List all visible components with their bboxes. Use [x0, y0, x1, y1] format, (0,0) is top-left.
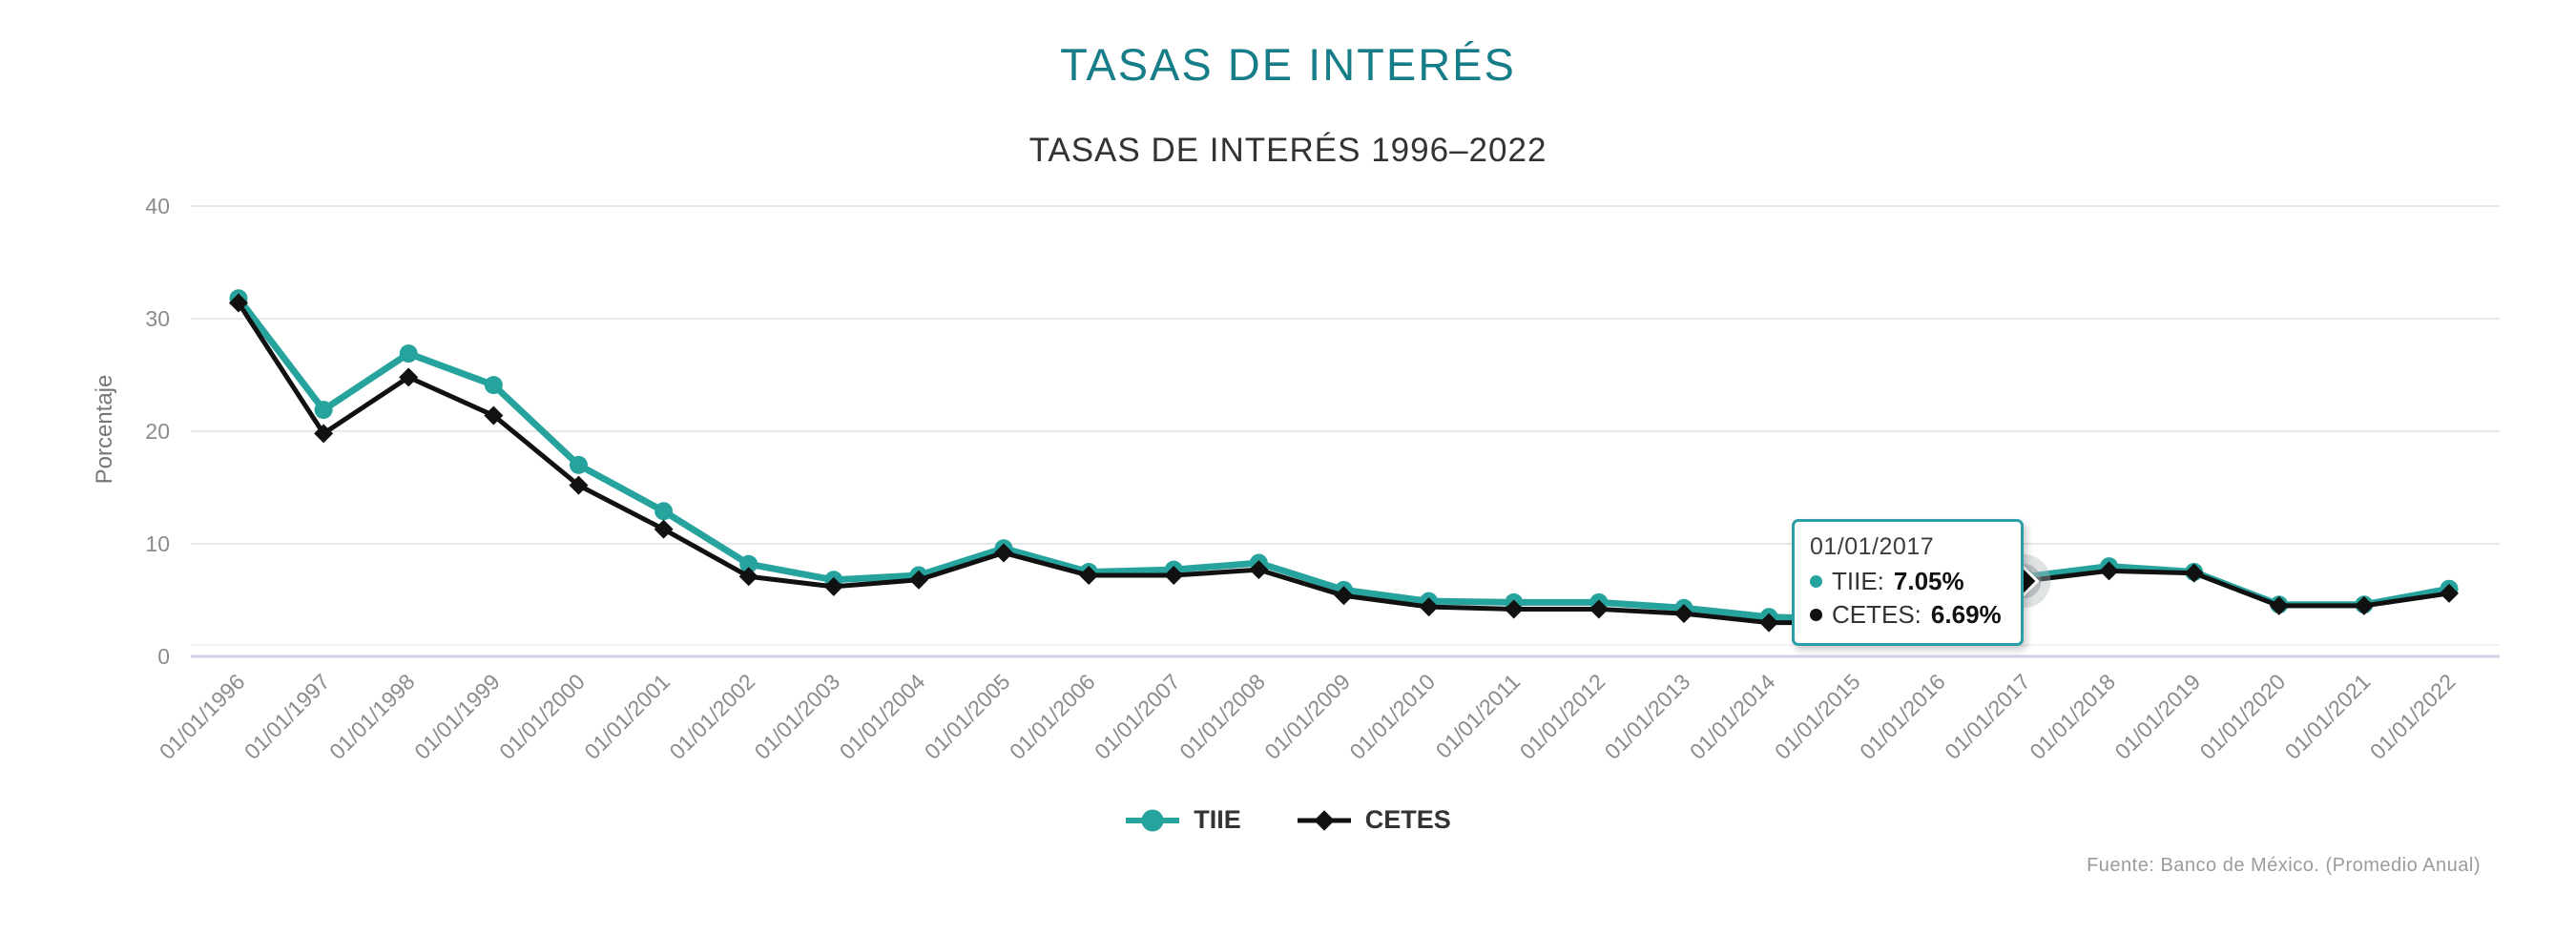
x-tick-label-2003: 01/01/2003 [750, 669, 845, 764]
y-tick-label-0: 0 [157, 644, 170, 669]
y-axis-title: Porcentaje [92, 375, 117, 485]
point-cetes-01/01/2020[interactable] [2269, 595, 2289, 615]
x-tick-label-1996: 01/01/1996 [155, 669, 250, 764]
point-cetes-01/01/2003[interactable] [823, 576, 843, 596]
point-tiie-01/01/1999[interactable] [484, 376, 503, 395]
point-cetes-01/01/2008[interactable] [1249, 560, 1269, 580]
point-cetes-01/01/2013[interactable] [1673, 604, 1693, 624]
tooltip-label-tiie: TIIE: [1832, 567, 1884, 595]
x-tick-label-2002: 01/01/2002 [664, 669, 759, 764]
point-tiie-01/01/2001[interactable] [654, 502, 674, 521]
x-tick-label-2000: 01/01/2000 [494, 669, 590, 764]
cetes-bullet-icon [1810, 609, 1822, 621]
cetes-line-marker-icon [1297, 809, 1351, 831]
tiie-bullet-icon [1810, 575, 1822, 588]
tiie-line-marker-icon [1126, 809, 1180, 831]
y-tick-label-30: 30 [145, 306, 170, 331]
point-cetes-01/01/2002[interactable] [738, 567, 758, 587]
y-tick-label-40: 40 [145, 194, 170, 218]
point-cetes-01/01/2000[interactable] [569, 475, 589, 495]
x-tick-label-2014: 01/01/2014 [1685, 669, 1780, 764]
x-tick-label-2001: 01/01/2001 [579, 669, 675, 764]
point-cetes-01/01/2014[interactable] [1759, 613, 1779, 633]
x-tick-label-2019: 01/01/2019 [2109, 669, 2205, 764]
tooltip-value-cetes: 6.69% [1930, 600, 2002, 629]
legend-label-cetes: CETES [1364, 805, 1451, 834]
source-note: Fuente: Banco de México. (Promedio Anual… [2087, 855, 2481, 876]
legend-item-tiie[interactable]: TIIE [1125, 805, 1241, 835]
data-tooltip: 01/01/2017 TIIE: 7.05% CETES: 6.69% [1792, 519, 2024, 646]
point-cetes-01/01/2005[interactable] [994, 543, 1014, 563]
x-tick-label-2005: 01/01/2005 [920, 669, 1015, 764]
point-tiie-01/01/1997[interactable] [314, 401, 333, 420]
x-tick-label-2006: 01/01/2006 [1005, 669, 1100, 764]
tooltip-row-cetes: CETES: 6.69% [1810, 600, 2002, 630]
point-cetes-01/01/1999[interactable] [484, 405, 504, 426]
point-cetes-01/01/2022[interactable] [2440, 583, 2459, 603]
chart-legend: TIIE CETES [0, 805, 2576, 835]
point-cetes-01/01/2021[interactable] [2354, 595, 2374, 615]
x-tick-label-2009: 01/01/2009 [1259, 669, 1355, 764]
y-tick-label-10: 10 [145, 531, 170, 556]
x-tick-label-2017: 01/01/2017 [1940, 669, 2035, 764]
x-tick-label-2011: 01/01/2011 [1431, 669, 1526, 763]
chart-subtitle: TASAS DE INTERÉS 1996–2022 [1028, 132, 1548, 169]
point-tiie-01/01/2000[interactable] [569, 455, 588, 474]
x-tick-label-2018: 01/01/2018 [2025, 669, 2120, 764]
point-cetes-01/01/2006[interactable] [1079, 566, 1099, 586]
point-cetes-01/01/2010[interactable] [1419, 597, 1439, 617]
point-cetes-01/01/1996[interactable] [229, 293, 248, 313]
y-tick-label-20: 20 [145, 419, 170, 444]
point-cetes-01/01/2001[interactable] [654, 519, 674, 539]
x-tick-label-1999: 01/01/1999 [409, 669, 505, 764]
x-tick-label-2012: 01/01/2012 [1515, 669, 1610, 764]
point-cetes-01/01/1997[interactable] [314, 424, 334, 444]
tooltip-row-tiie: TIIE: 7.05% [1810, 567, 2002, 596]
point-cetes-01/01/2019[interactable] [2184, 563, 2204, 583]
tooltip-label-cetes: CETES: [1832, 600, 1922, 629]
x-tick-label-2004: 01/01/2004 [835, 669, 930, 764]
x-tick-label-2021: 01/01/2021 [2280, 669, 2376, 764]
point-cetes-01/01/2004[interactable] [908, 570, 928, 590]
legend-item-cetes[interactable]: CETES [1297, 805, 1451, 835]
x-tick-label-2007: 01/01/2007 [1090, 669, 1185, 764]
x-tick-label-2010: 01/01/2010 [1344, 669, 1440, 764]
point-cetes-01/01/2011[interactable] [1504, 599, 1524, 619]
tooltip-date: 01/01/2017 [1810, 533, 1935, 560]
point-tiie-01/01/1998[interactable] [399, 344, 418, 364]
x-tick-label-2016: 01/01/2016 [1855, 669, 1950, 764]
legend-label-tiie: TIIE [1194, 805, 1241, 834]
x-tick-label-2008: 01/01/2008 [1174, 669, 1270, 764]
x-tick-label-1997: 01/01/1997 [239, 669, 335, 764]
tooltip-value-tiie: 7.05% [1893, 567, 1964, 595]
point-cetes-01/01/2018[interactable] [2099, 561, 2119, 581]
point-cetes-01/01/2007[interactable] [1164, 566, 1184, 586]
x-tick-label-2020: 01/01/2020 [2195, 669, 2291, 764]
point-cetes-01/01/1998[interactable] [399, 367, 419, 387]
x-tick-label-2013: 01/01/2013 [1600, 669, 1695, 764]
x-tick-label-2015: 01/01/2015 [1770, 669, 1865, 764]
point-cetes-01/01/2009[interactable] [1334, 586, 1354, 606]
x-tick-label-2022: 01/01/2022 [2365, 669, 2461, 764]
chart-title: TASAS DE INTERÉS [1060, 39, 1516, 90]
point-tiie-01/01/2002[interactable] [739, 554, 758, 573]
point-cetes-01/01/2012[interactable] [1589, 599, 1609, 619]
x-tick-label-1998: 01/01/1998 [324, 669, 420, 764]
